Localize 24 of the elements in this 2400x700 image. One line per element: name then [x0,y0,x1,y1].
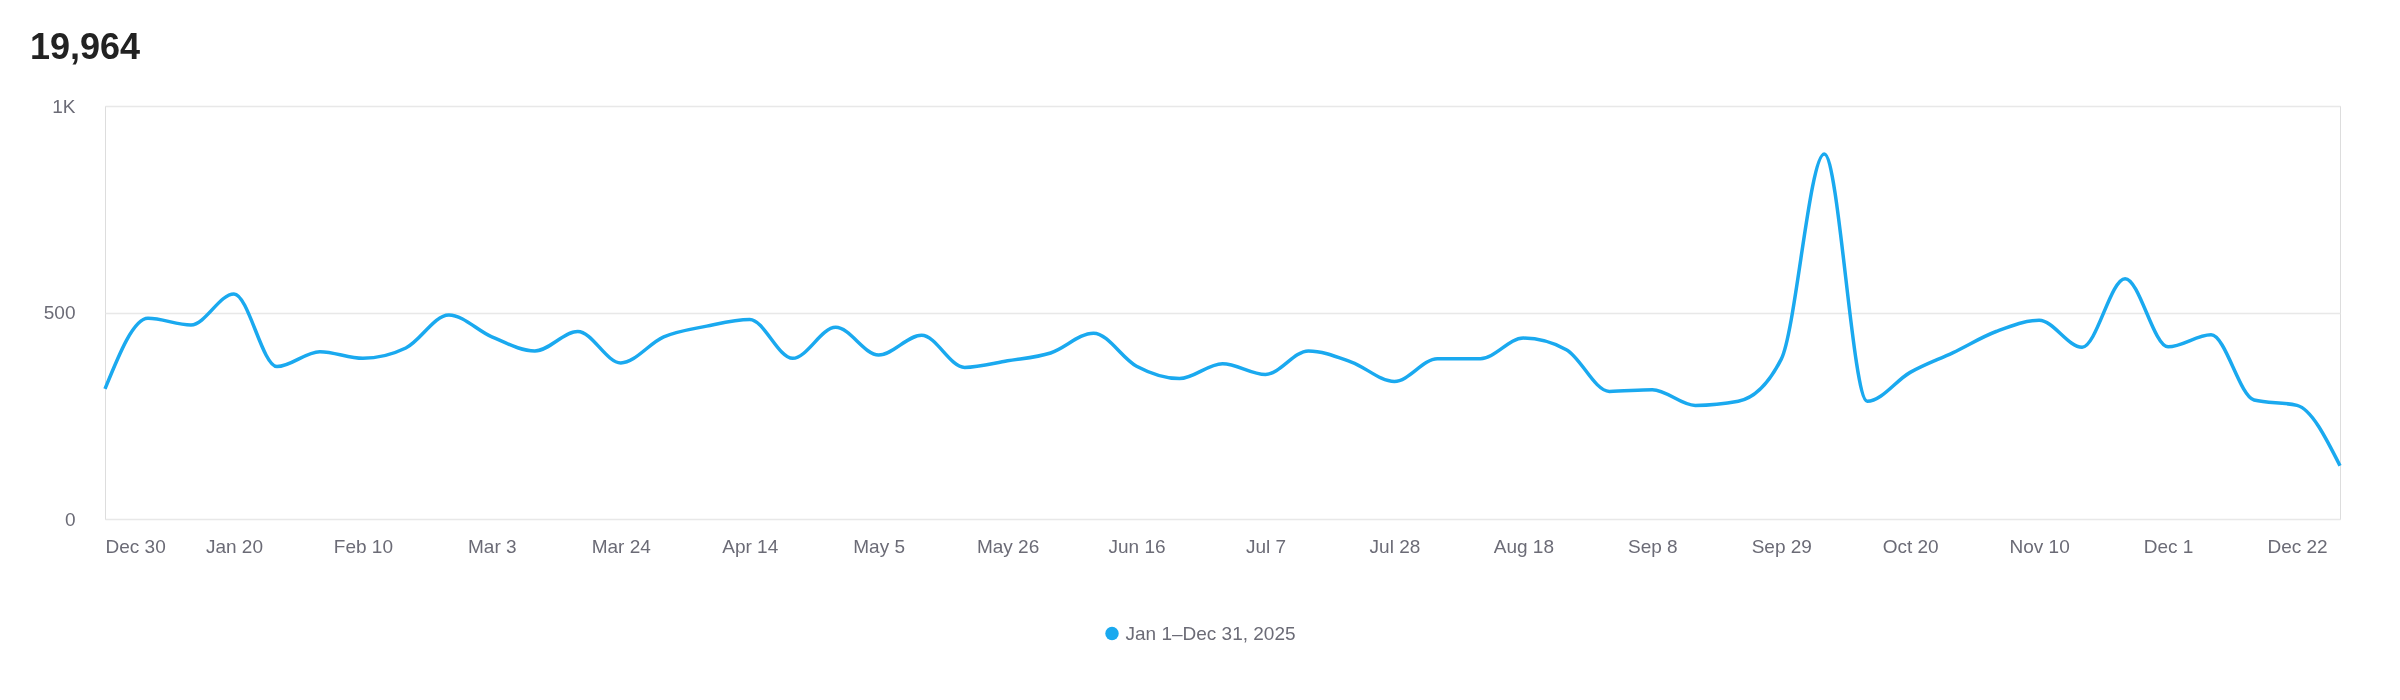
x-tick-label: Oct 20 [1882,535,1939,557]
x-tick-label: Apr 14 [722,535,779,557]
x-tick-label: Sep 8 [1627,535,1678,557]
x-tick-label: Nov 10 [2009,535,2070,557]
x-tick-label: Dec 1 [2143,535,2194,557]
chart-title: 19,964 [30,26,141,67]
x-tick-label: May 5 [853,535,906,557]
x-tick-label: Dec 30 [105,535,166,557]
x-tick-label: Aug 18 [1493,535,1554,557]
y-tick-label: 0 [64,508,76,530]
x-tick-label: Jun 16 [1108,535,1166,557]
x-tick-label: Jan 20 [205,535,263,557]
x-tick-label: May 26 [976,535,1040,557]
x-tick-label: Sep 29 [1751,535,1812,557]
x-tick-label: Jul 7 [1245,535,1287,557]
x-tick-label: Mar 24 [591,535,652,557]
x-tick-label: Feb 10 [333,535,393,557]
legend-label: Jan 1–Dec 31, 2025 [1125,622,1296,644]
x-tick-label: Mar 3 [468,535,517,557]
x-tick-label: Jul 28 [1369,535,1421,557]
x-tick-label: Dec 22 [2267,535,2328,557]
line-series [103,152,2342,468]
y-tick-label: 1K [52,95,76,117]
y-tick-label: 500 [43,302,76,323]
